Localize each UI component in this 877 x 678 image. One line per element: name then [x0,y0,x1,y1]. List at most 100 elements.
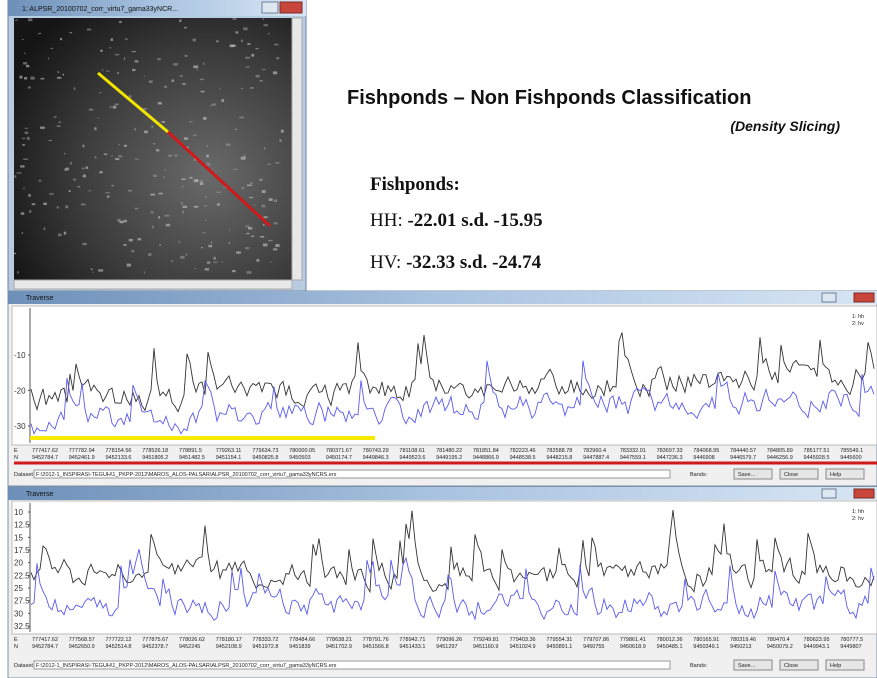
speckle [256,259,259,262]
northing: 9450503 [289,455,310,461]
traverse-window: Traverse1012.51517.52022.52527.53032.51:… [8,487,877,678]
speckle [202,232,206,233]
speckle [181,179,185,180]
northing: 9452461.9 [69,455,95,461]
northing: 9451160.9 [473,644,499,650]
speckle [247,184,252,186]
y-tick-label: 32.5 [14,622,30,631]
speckle [164,86,166,88]
easting: 777722.12 [105,637,131,643]
easting: 779263.11 [216,448,242,454]
button-label[interactable]: Save... [738,663,756,669]
speckle [58,234,62,237]
minimize-button[interactable] [822,293,836,302]
speckle [186,253,187,256]
easting: 778484.66 [289,637,315,643]
speckle [144,131,148,133]
speckle [152,226,154,229]
speckle [43,203,47,205]
easting: 783332.01 [620,448,646,454]
easting: 777875.67 [142,637,168,643]
close-button[interactable] [854,489,874,498]
speckle [135,159,139,160]
northing: 9451154.1 [216,455,242,461]
speckle [66,168,69,171]
speckle [65,205,68,208]
speckle [213,262,217,263]
speckle [260,236,264,238]
speckle [246,67,250,68]
button-label[interactable]: Help [830,472,841,478]
minimize-button[interactable] [822,489,836,498]
legend-entry: 2: hv [852,321,864,327]
horizontal-scrollbar[interactable] [14,280,292,289]
speckle [151,125,153,128]
speckle [24,53,25,54]
northing: 9449523.6 [399,455,425,461]
speckle [281,130,284,133]
speckle [205,196,206,198]
northing: 9447559.1 [620,455,646,461]
button-label[interactable]: Save... [738,472,756,478]
speckle [208,245,212,247]
speckle [138,238,142,240]
speckle [182,83,185,85]
button-label[interactable]: Help [830,663,841,669]
button-label: Bands: [690,472,708,478]
speckle [262,205,266,208]
speckle [273,71,277,74]
speckle [51,48,54,49]
easting: 781851.84 [473,448,499,454]
speckle [100,92,101,94]
northing: 9450891.1 [546,644,572,650]
close-button[interactable] [280,2,302,13]
button-label[interactable]: Close [784,663,798,669]
northing: 9451297 [436,644,457,650]
speckle [236,251,241,253]
speckle [15,20,18,21]
speckle [217,203,220,205]
row-label: HV: [370,252,401,273]
northing: 9450079.2 [767,644,793,650]
minimize-button[interactable] [262,2,278,13]
speckle [128,190,132,192]
vertical-scrollbar[interactable] [292,18,302,280]
speckle [85,167,88,169]
y-tick-label: 30 [14,609,23,618]
speckle [171,80,174,82]
northing: 9451805.2 [142,455,168,461]
northing: 9445928.5 [804,455,830,461]
easting: 779096.26 [436,637,462,643]
y-tick-label: 17.5 [14,546,30,555]
speckle [241,40,243,42]
speckle [14,175,16,177]
speckle [273,248,277,250]
speckle [132,69,135,71]
button-label: Bands: [690,663,708,669]
y-tick-label: -10 [14,351,26,360]
speckle [221,99,224,102]
speckle [57,125,61,127]
hh-row: HH: -22.01 s.d. -15.95 [370,210,543,231]
speckle [269,198,273,201]
speckle [60,38,62,40]
speckle [226,144,230,146]
image-window: 1: ALPSR_20100702_corr_virtu7_gama33yNCR… [8,0,306,292]
close-button[interactable] [854,293,874,302]
easting: 778791.76 [363,637,389,643]
speckle [127,264,131,267]
northing: 9446908 [693,455,714,461]
speckle [274,44,278,46]
easting: 780165.91 [693,637,719,643]
speckle [82,168,84,170]
row-label: HH: [370,210,403,231]
easting: 778526.18 [142,448,168,454]
speckle [26,65,29,67]
speckle [267,164,270,165]
easting: 778942.71 [399,637,425,643]
speckle [82,243,86,245]
speckle [262,190,266,193]
speckle [120,221,124,223]
button-label[interactable]: Close [784,472,798,478]
easting: 785177.51 [804,448,830,454]
